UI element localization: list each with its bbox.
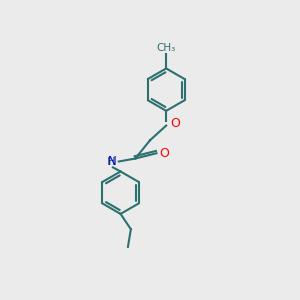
- Text: O: O: [170, 117, 180, 130]
- Text: CH₃: CH₃: [157, 43, 176, 53]
- Text: N: N: [108, 155, 116, 168]
- Text: O: O: [159, 147, 169, 160]
- Text: H: H: [107, 157, 115, 167]
